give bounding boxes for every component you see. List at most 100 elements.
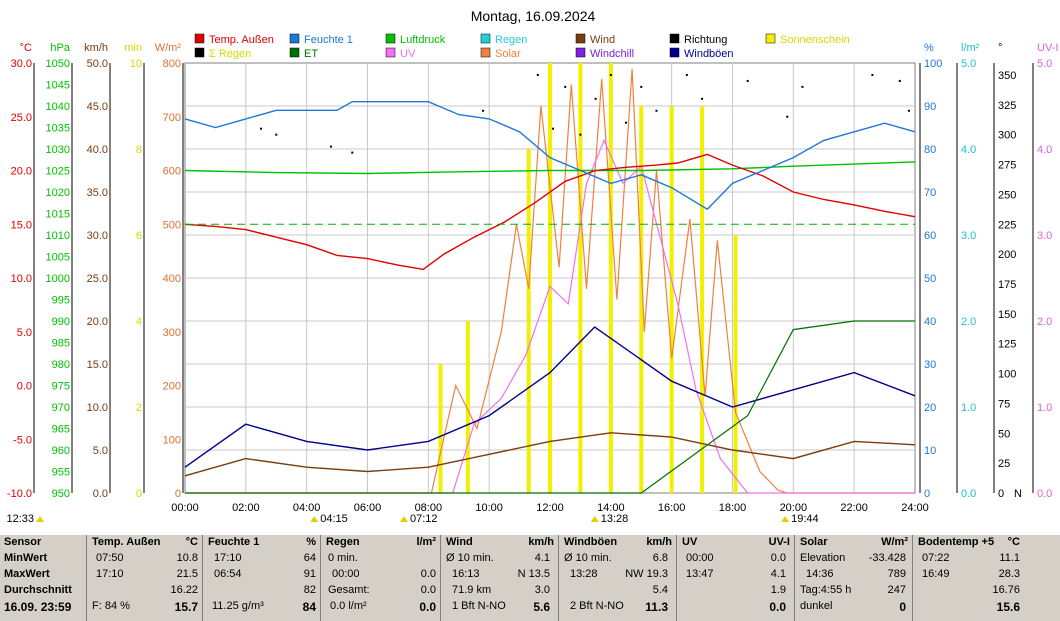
wind-line [184, 432, 916, 477]
rain-extra: 0.0 l/m² [330, 600, 367, 612]
x-tick-label: 16:00 [658, 502, 686, 514]
pressure-tick-label: 1040 [46, 101, 70, 113]
humidity-tick-label: 20 [924, 402, 936, 414]
sunshine-bar [578, 63, 583, 493]
temp-max: 21.5 [176, 568, 198, 580]
pressure-tick-label: 985 [52, 338, 70, 350]
solar-r3-label: Tag:4:55 h [800, 584, 852, 596]
solar-r1-label: Elevation [800, 552, 846, 564]
stats-avg-row: Durchschnitt 16.22 82 Gesamt: 0.0 71.9 k… [0, 583, 1060, 599]
stats-max-row: MaxWert 17:10 21.5 06:54 91 00:00 0.0 16… [0, 567, 1060, 583]
wind-r2-label: 16:13 [452, 568, 480, 580]
temp-min: 10.8 [176, 552, 198, 564]
pressure-tick-label: 1045 [46, 80, 70, 92]
solar-tick-label: 600 [163, 166, 181, 178]
direction-tick-label: 75 [998, 398, 1010, 410]
humidity-tick-label: 100 [924, 58, 942, 70]
marker-label: 19:44 [791, 513, 819, 525]
sunshine-tick-label: 8 [136, 144, 142, 156]
legend-label: Luftdruck [400, 34, 446, 46]
stats-max-label: MaxWert [4, 568, 50, 580]
direction-tick-label: 350 [998, 70, 1016, 82]
right-axes: 1009080706050403020100%5.04.03.02.01.00.… [919, 42, 1058, 500]
wind-tick-label: 30.0 [87, 230, 108, 242]
time-markers: 12:33 04:15 07:12 19:44 13:28 [6, 513, 818, 525]
humidity-tick-label: 40 [924, 316, 936, 328]
pressure-tick-label: 1050 [46, 58, 70, 70]
direction-point [907, 109, 910, 112]
direction-point [330, 145, 332, 148]
direction-point [579, 133, 582, 136]
wind-tick-label: 35.0 [87, 187, 108, 199]
humidity-tick-label: 80 [924, 144, 936, 156]
legend-swatch [765, 33, 776, 44]
legend-swatch [480, 47, 491, 58]
wind-gust-line [184, 326, 916, 468]
statistics-panel: Sensor Temp. Außen °C Feuchte 1 % Regen … [0, 535, 1060, 621]
pressure-tick-label: 955 [52, 467, 70, 479]
direction-point [655, 109, 658, 112]
pressure-axis-unit: hPa [50, 42, 70, 54]
wind-r3-value: 3.0 [534, 584, 550, 596]
solar-tick-label: 800 [163, 58, 181, 70]
humidity-line [184, 100, 916, 211]
x-tick-label: 00:00 [171, 502, 199, 514]
temp-tick-label: 30.0 [11, 58, 32, 70]
soil-current: 15.6 [996, 600, 1020, 614]
marker-triangle [36, 516, 44, 522]
direction-point [275, 133, 278, 136]
direction-point [746, 79, 749, 82]
stats-sensor-label: Sensor [4, 536, 42, 548]
direction-point [685, 73, 688, 76]
x-tick-label: 08:00 [415, 502, 443, 514]
direction-tick-label: 125 [998, 339, 1016, 351]
direction-point [552, 127, 555, 130]
direction-point [701, 97, 704, 100]
gust-r1-label: Ø 10 min. [564, 552, 612, 564]
pressure-tick-label: 995 [52, 295, 70, 307]
pressure-tick-label: 950 [52, 488, 70, 500]
solar-r2-value: 789 [887, 568, 906, 580]
gust-r2-value: NW 19.3 [625, 568, 668, 580]
direction-bottom-label: N [1014, 488, 1022, 500]
pressure-tick-label: 960 [52, 445, 70, 457]
temp-tick-label: 10.0 [11, 273, 32, 285]
temp-title: Temp. Außen [92, 536, 161, 548]
direction-tick-label: 300 [998, 130, 1016, 142]
direction-point [871, 73, 874, 76]
legend-label: Richtung [684, 34, 727, 46]
rain-title: Regen [326, 536, 360, 548]
marker-triangle [781, 516, 790, 522]
pressure-tick-label: 965 [52, 424, 70, 436]
pressure-tick-label: 970 [52, 402, 70, 414]
rain-r3-label: Gesamt: [328, 584, 370, 596]
legend-label: ET [304, 48, 318, 60]
wind-tick-label: 20.0 [87, 316, 108, 328]
wind-axis-unit: km/h [84, 42, 108, 54]
temp-min-time: 07:50 [96, 552, 124, 564]
marker-label: 13:28 [601, 513, 629, 525]
gust-r1-value: 6.8 [652, 552, 668, 564]
direction-point [609, 73, 612, 76]
solar-tick-label: 300 [163, 327, 181, 339]
legend-swatch [194, 33, 205, 44]
legend-swatch [194, 47, 205, 58]
x-tick-label: 04:00 [293, 502, 321, 514]
stats-min-row: MinWert 07:50 10.8 17:10 64 0 min. Ø 10 … [0, 551, 1060, 567]
pressure-tick-label: 980 [52, 359, 70, 371]
gust-r2-label: 13:28 [570, 568, 598, 580]
wind-tick-label: 10.0 [87, 402, 108, 414]
rain-tick-label: 3.0 [961, 230, 976, 242]
wind-tick-label: 5.0 [93, 445, 108, 457]
uv-tick-label: 2.0 [1037, 316, 1052, 328]
legend-swatch [575, 47, 586, 58]
humidity-current: 84 [302, 600, 316, 614]
direction-point [786, 115, 789, 118]
soil-r3-value: 16.76 [992, 584, 1020, 596]
temp-tick-label: 20.0 [11, 166, 32, 178]
humidity-tick-label: 90 [924, 101, 936, 113]
rain-tick-label: 4.0 [961, 144, 976, 156]
legend-swatch [669, 33, 680, 44]
humidity-unit: % [306, 536, 316, 548]
